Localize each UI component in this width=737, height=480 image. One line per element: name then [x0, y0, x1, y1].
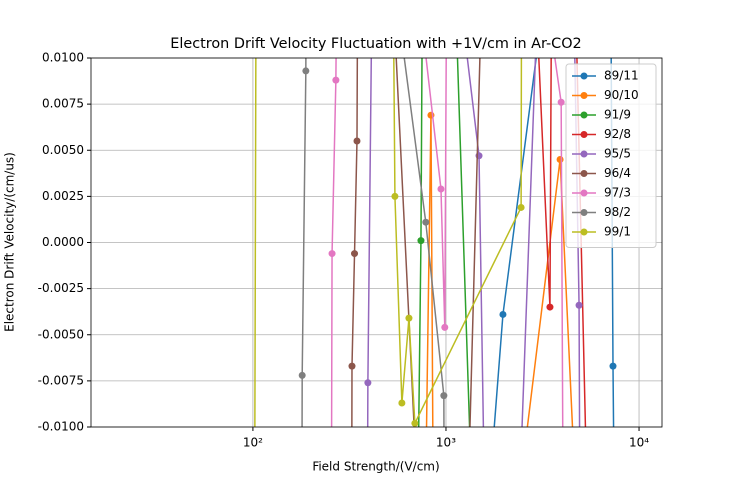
data-point: [556, 155, 564, 163]
data-point: [332, 76, 340, 84]
y-tick-label: 0.0075: [42, 97, 84, 111]
legend-label: 98/2: [604, 205, 631, 219]
y-tick-label: 0.0050: [42, 143, 84, 157]
data-point: [437, 185, 445, 193]
legend-label: 95/5: [604, 147, 631, 161]
y-tick-label: 0.0025: [42, 189, 84, 203]
y-tick-label: 0.0000: [42, 235, 84, 249]
legend-marker: [580, 131, 588, 138]
legend-marker: [580, 92, 588, 99]
series-line: [417, 58, 471, 427]
y-tick-label: -0.0025: [38, 281, 84, 295]
x-tick-label: 10³: [436, 436, 456, 450]
data-point: [417, 237, 425, 245]
data-point: [557, 98, 565, 106]
x-tick-label: 10²: [243, 436, 263, 450]
legend-label: 89/11: [604, 69, 639, 83]
data-point: [440, 392, 448, 400]
data-point: [353, 137, 361, 145]
data-point: [499, 310, 507, 318]
legend-label: 90/10: [604, 88, 639, 102]
legend-marker: [580, 72, 588, 80]
legend-label: 92/8: [604, 127, 631, 141]
data-point: [398, 399, 406, 407]
data-point: [351, 250, 359, 258]
y-tick-label: -0.0100: [38, 420, 84, 434]
data-point: [328, 250, 336, 258]
chart-title: Electron Drift Velocity Fluctuation with…: [170, 36, 581, 52]
legend-label: 91/9: [604, 108, 631, 122]
data-point: [517, 203, 525, 211]
y-axis-label: Electron Drift Velocity/(cm/us): [3, 152, 17, 332]
legend-marker: [580, 228, 588, 236]
data-point: [609, 362, 617, 370]
data-point: [575, 301, 583, 309]
data-point: [422, 218, 430, 226]
y-tick-label: -0.0075: [38, 373, 84, 387]
data-point: [364, 379, 372, 387]
legend-label: 99/1: [604, 225, 631, 239]
legend: 89/11 90/10 91/9 92/8 95/5 96/4 97/3 98/2 99/1: [565, 63, 657, 248]
y-tick-label: 0.0100: [42, 51, 84, 65]
data-point: [391, 192, 399, 200]
legend-box: [565, 63, 657, 248]
legend-marker: [580, 209, 588, 216]
data-point: [546, 303, 554, 311]
x-tick-label: 10⁴: [629, 436, 649, 450]
data-point: [405, 314, 413, 322]
legend-marker: [580, 111, 588, 119]
legend-label: 96/4: [604, 166, 631, 180]
data-point: [441, 323, 449, 331]
legend-marker: [580, 189, 588, 197]
legend-marker: [580, 150, 588, 158]
x-axis-label: Field Strength/(V/cm): [312, 460, 439, 474]
data-point: [348, 362, 356, 370]
data-point: [302, 67, 310, 75]
axes-frame: [90, 57, 663, 428]
data-point: [298, 371, 306, 379]
grid: 10² 10³ 10⁴ -0.0100 -0.0075 -0.0050 -0.0025 0.0…: [38, 51, 662, 450]
legend-label: 97/3: [604, 186, 631, 200]
y-tick-label: -0.0050: [38, 327, 84, 341]
legend-marker: [580, 170, 588, 177]
data-point: [411, 419, 419, 427]
